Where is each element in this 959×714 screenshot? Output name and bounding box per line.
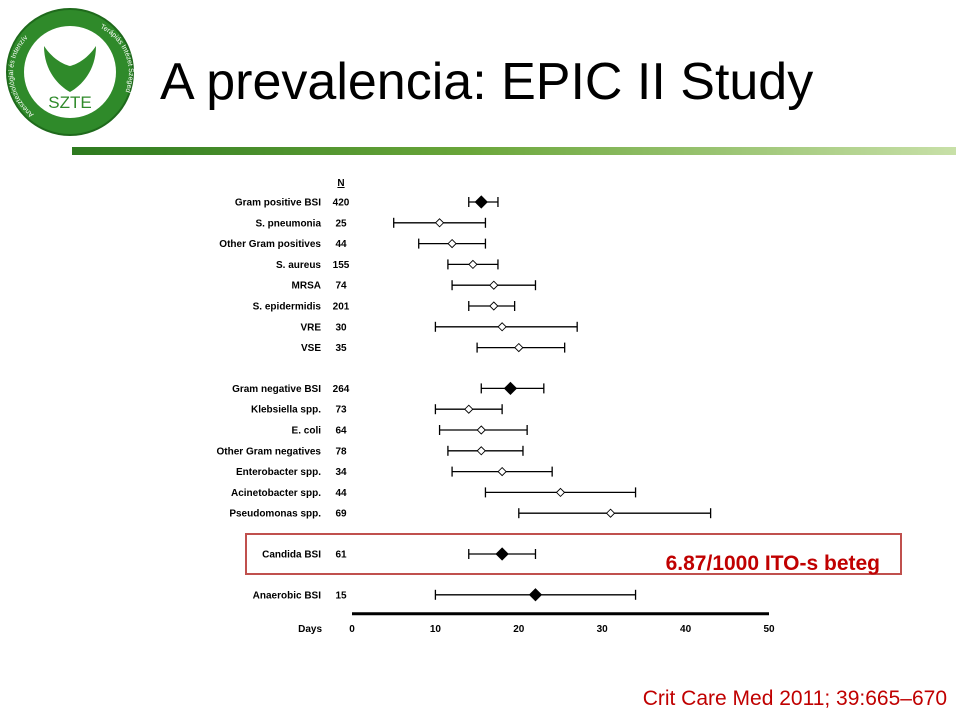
row-label: S. pneumonia (255, 218, 321, 229)
estimate-marker-open (464, 404, 474, 414)
forest-row: Pseudomonas spp. 69 (229, 508, 712, 520)
row-label: MRSA (292, 281, 321, 292)
row-n: 155 (333, 260, 350, 271)
estimate-marker-open (434, 218, 445, 228)
logo-leaf-shape (44, 46, 96, 92)
forest-row: Other Gram positives 44 (219, 238, 487, 250)
row-label: Anaerobic BSI (253, 590, 322, 601)
estimate-marker-filled (474, 195, 488, 209)
row-label: Enterobacter spp. (236, 467, 321, 478)
szte-aiti-logo: AITI SZTE Aneszteziológiai és Intenzív T… (6, 8, 134, 136)
callout-text: 6.87/1000 ITO-s beteg (666, 552, 880, 575)
row-label: Other Gram negatives (217, 446, 322, 457)
forest-row: E. coli 64 (292, 425, 528, 437)
x-axis: 0 10 20 30 40 50 (349, 612, 775, 635)
forest-row: VRE 30 (300, 321, 578, 333)
forest-row: Anaerobic BSI 15 (253, 588, 637, 602)
estimate-marker-open (468, 259, 478, 270)
x-tick-label: 40 (680, 624, 692, 635)
estimate-marker-filled (495, 547, 509, 561)
logo-top-text: AITI (52, 28, 88, 48)
row-n: 15 (335, 590, 347, 601)
row-n: 74 (335, 281, 347, 292)
row-label: Gram positive BSI (235, 198, 321, 209)
row-label: VRE (300, 322, 321, 333)
estimate-marker-filled (528, 588, 543, 602)
x-tick-label: 10 (430, 624, 442, 635)
estimate-marker-open (497, 466, 507, 477)
forest-row: Klebsiella spp. 73 (251, 404, 503, 416)
row-n: 201 (333, 302, 350, 313)
forest-row: VSE 35 (301, 342, 566, 354)
row-n: 44 (335, 239, 347, 250)
x-tick-label: 50 (763, 624, 775, 635)
forest-row: S. aureus 155 (276, 259, 499, 271)
candida-highlight-box (245, 533, 902, 575)
estimate-marker-open (476, 446, 486, 456)
n-column-header: N (337, 178, 344, 189)
estimate-marker-open (476, 425, 486, 435)
estimate-marker-open (447, 238, 457, 249)
forest-row: Gram positive BSI 420 (235, 195, 499, 209)
estimate-marker-open (489, 280, 499, 290)
slide-title: A prevalencia: EPIC II Study (160, 53, 814, 111)
forest-row: Gram negative BSI 264 (232, 381, 545, 396)
row-n: 25 (335, 218, 347, 229)
x-tick-label: 0 (349, 624, 355, 635)
forest-row: S. pneumonia 25 (255, 217, 487, 229)
highlight-rect (245, 533, 902, 575)
estimate-marker-open (555, 487, 566, 498)
row-n: 73 (335, 405, 347, 416)
forest-row: Enterobacter spp. 34 (236, 466, 553, 478)
forest-row: Other Gram negatives 78 (217, 445, 524, 457)
citation: Crit Care Med 2011; 39:665–670 (642, 687, 947, 710)
forest-row: Acinetobacter spp. 44 (231, 487, 637, 499)
forest-row: MRSA 74 (292, 280, 537, 292)
row-n: 61 (335, 550, 347, 561)
row-label: Pseudomonas spp. (229, 509, 321, 520)
row-label: VSE (301, 343, 321, 354)
row-n: 69 (335, 509, 347, 520)
row-label: Acinetobacter spp. (231, 488, 321, 499)
row-n: 30 (335, 322, 347, 333)
forest-row: Candida BSI 61 (262, 547, 537, 561)
row-n: 264 (333, 384, 350, 395)
row-n: 420 (333, 198, 350, 209)
row-n: 34 (335, 467, 347, 478)
estimate-marker-filled (503, 381, 518, 396)
row-label: S. aureus (276, 260, 321, 271)
x-tick-label: 20 (513, 624, 525, 635)
estimate-marker-open (514, 342, 524, 353)
row-label: Candida BSI (262, 550, 321, 561)
row-label: Other Gram positives (219, 239, 321, 250)
x-tick-label: 30 (597, 624, 609, 635)
estimate-marker-open (489, 301, 499, 311)
forest-row: S. epidermidis 201 (253, 301, 516, 313)
row-n: 78 (335, 446, 347, 457)
row-label: E. coli (292, 426, 322, 437)
logo-center-text: SZTE (48, 93, 91, 112)
row-n: 44 (335, 488, 347, 499)
estimate-marker-open (497, 322, 507, 332)
title-underline (72, 147, 956, 155)
row-label: Klebsiella spp. (251, 405, 321, 416)
row-label: S. epidermidis (253, 302, 322, 313)
estimate-marker-open (605, 508, 616, 518)
row-n: 35 (335, 343, 347, 354)
row-label: Gram negative BSI (232, 384, 321, 395)
x-axis-label: Days (298, 624, 322, 635)
row-n: 64 (335, 426, 347, 437)
